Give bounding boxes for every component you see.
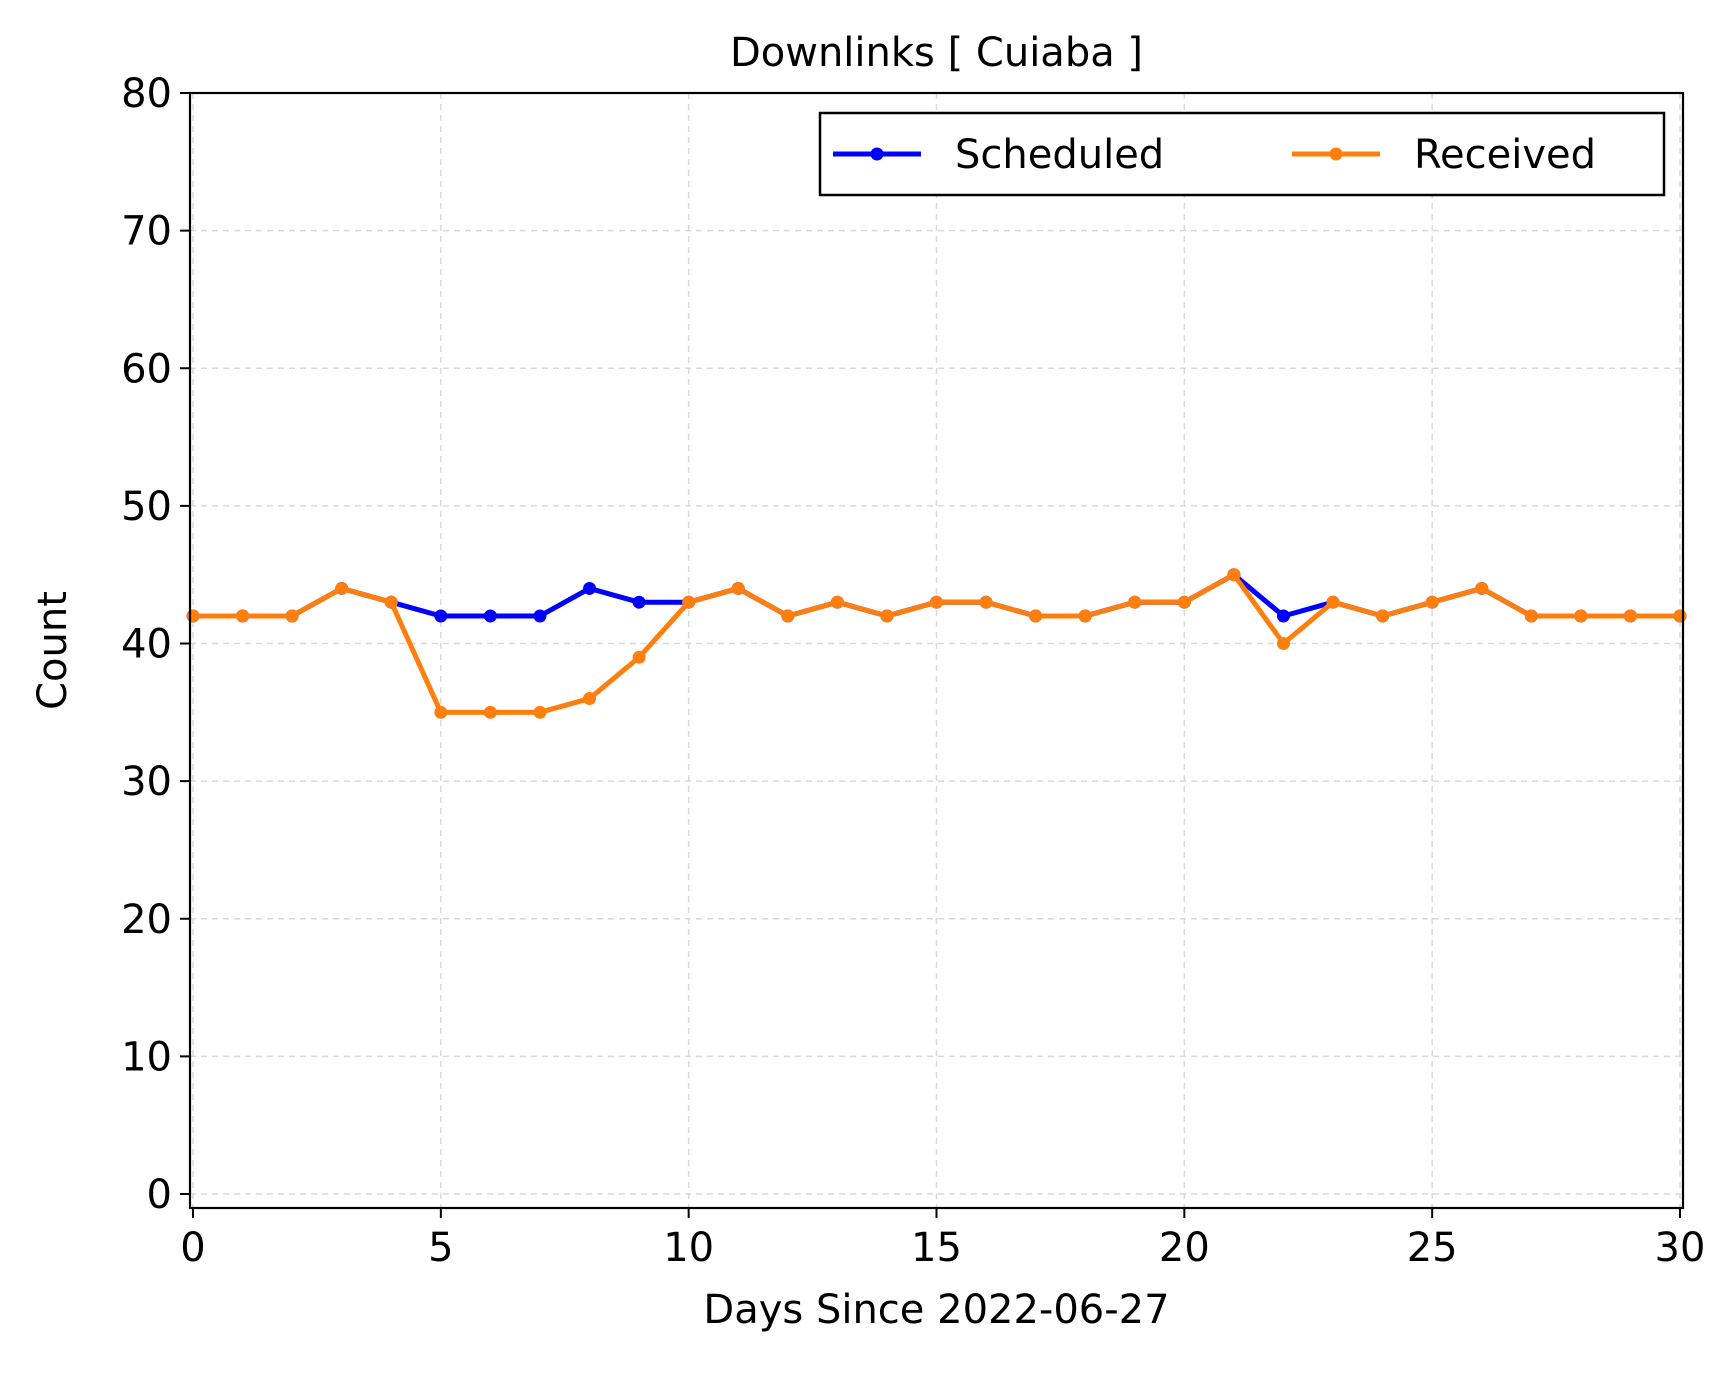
data-point (1475, 581, 1489, 595)
y-tick-label: 10 (121, 1034, 172, 1080)
y-tick-label: 30 (121, 759, 172, 805)
data-point (1425, 595, 1439, 609)
y-tick-label: 0 (147, 1172, 172, 1218)
data-point (1078, 609, 1092, 623)
data-point (1177, 595, 1191, 609)
data-point (483, 705, 497, 719)
data-point (781, 609, 795, 623)
data-point (483, 609, 497, 623)
data-point (632, 650, 646, 664)
y-tick-label: 80 (121, 71, 172, 117)
y-tick-label: 60 (121, 346, 172, 392)
y-tick-label: 20 (121, 897, 172, 943)
x-tick-label: 20 (1159, 1225, 1210, 1271)
data-point (682, 595, 696, 609)
legend-label: Scheduled (955, 132, 1164, 178)
data-point (533, 609, 547, 623)
legend-marker (870, 147, 884, 161)
data-point (1524, 609, 1538, 623)
data-point (1128, 595, 1142, 609)
legend-box (818, 111, 1666, 197)
data-point (236, 609, 250, 623)
x-axis-label: Days Since 2022-06-27 (703, 1287, 1169, 1333)
data-point (1673, 609, 1687, 623)
tick-layer: 0 5 10 15 20 25 30 0 10 20 30 40 50 60 70 80 (121, 71, 1705, 1271)
chart-title: Downlinks [ Cuiaba ] (730, 30, 1143, 76)
y-tick-label: 40 (121, 622, 172, 668)
data-point (1029, 609, 1043, 623)
data-point (434, 609, 448, 623)
data-point (1276, 609, 1290, 623)
legend-label: Received (1414, 132, 1596, 178)
legend: Scheduled Received (818, 111, 1666, 197)
y-tick-label: 70 (121, 209, 172, 255)
data-point (186, 609, 200, 623)
data-point (731, 581, 745, 595)
data-point (930, 595, 943, 609)
data-point (880, 609, 894, 623)
data-point (979, 595, 993, 609)
data-point (583, 581, 597, 595)
legend-entry-scheduled: Scheduled (833, 132, 1164, 178)
legend-marker (1329, 147, 1343, 161)
data-point (583, 692, 597, 706)
legend-entry-received: Received (1292, 132, 1596, 178)
series-layer (186, 568, 1687, 719)
data-point (335, 581, 349, 595)
data-point (285, 609, 299, 623)
x-tick-label: 30 (1655, 1225, 1706, 1271)
data-point (830, 595, 844, 609)
y-axis-label: Count (30, 591, 76, 710)
data-point (384, 595, 398, 609)
x-tick-label: 5 (428, 1225, 453, 1271)
data-point (632, 595, 646, 609)
data-point (533, 705, 547, 719)
x-tick-label: 0 (180, 1225, 205, 1271)
x-tick-label: 25 (1407, 1225, 1458, 1271)
x-tick-label: 15 (911, 1225, 962, 1271)
data-point (1574, 609, 1588, 623)
data-point (1623, 609, 1637, 623)
x-tick-label: 10 (663, 1225, 714, 1271)
data-point (434, 705, 448, 719)
data-point (1276, 637, 1290, 650)
data-point (1227, 568, 1241, 582)
data-point (1326, 595, 1340, 609)
y-tick-label: 50 (121, 484, 172, 530)
data-point (1376, 609, 1390, 623)
